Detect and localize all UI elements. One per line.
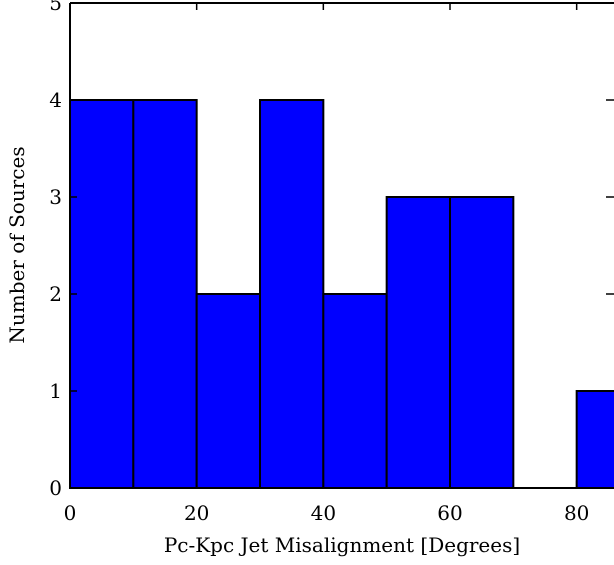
histogram-bar [195, 293, 262, 489]
y-tick-label: 4 [49, 88, 62, 112]
x-tick-label: 20 [184, 501, 209, 525]
ticks-layer: 0 20 40 60 80 0 1 2 3 4 5 [49, 0, 614, 525]
histogram-bar [322, 293, 388, 489]
histogram-bar [449, 196, 515, 489]
y-tick-label: 1 [49, 379, 62, 403]
axes-layer [69, 2, 614, 489]
y-tick-label: 0 [49, 476, 62, 500]
histogram-bar [132, 99, 198, 489]
bars-layer [69, 99, 614, 489]
y-tick-label: 5 [49, 0, 62, 15]
histogram-bar [259, 99, 325, 489]
histogram-bar [385, 196, 451, 489]
y-axis-title: Number of Sources [5, 146, 29, 343]
x-tick-label: 0 [64, 501, 77, 525]
y-tick-label: 3 [49, 185, 62, 209]
x-tick-label: 80 [564, 501, 589, 525]
histogram-bar [575, 390, 614, 489]
x-axis-title: Pc-Kpc Jet Misalignment [Degrees] [164, 533, 520, 557]
histogram-bar [69, 99, 135, 489]
y-tick-label: 2 [49, 282, 62, 306]
x-tick-label: 40 [311, 501, 336, 525]
x-tick-label: 60 [437, 501, 462, 525]
